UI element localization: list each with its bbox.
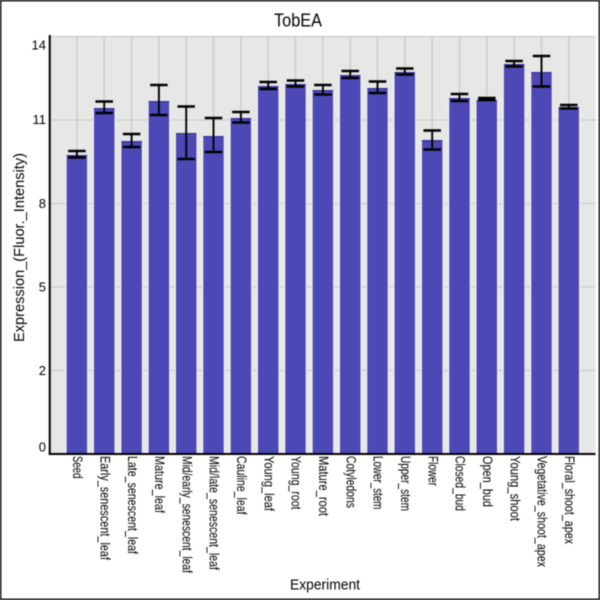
svg-text:Upper_stem: Upper_stem	[398, 456, 414, 511]
svg-text:Flower: Flower	[425, 456, 441, 486]
svg-text:Young_root: Young_root	[289, 456, 305, 510]
svg-text:Mid/late_senescent_leaf: Mid/late_senescent_leaf	[207, 456, 223, 570]
svg-text:Expression_(Fluor._Intensity): Expression_(Fluor._Intensity)	[11, 153, 28, 342]
svg-text:Vegetative_shoot_apex: Vegetative_shoot_apex	[535, 456, 551, 567]
svg-text:Mature_leaf: Mature_leaf	[152, 456, 168, 513]
svg-text:14: 14	[32, 37, 46, 52]
svg-text:Cauline_leaf: Cauline_leaf	[234, 456, 250, 515]
svg-text:Mid/early_senescent_leaf: Mid/early_senescent_leaf	[179, 456, 195, 573]
svg-text:11: 11	[33, 112, 47, 127]
svg-text:Early_senescent_leaf: Early_senescent_leaf	[97, 456, 113, 560]
svg-text:Open_bud: Open_bud	[480, 456, 496, 507]
svg-text:Experiment: Experiment	[290, 577, 361, 594]
svg-text:Young_leaf: Young_leaf	[261, 456, 277, 511]
svg-text:Seed: Seed	[70, 456, 86, 479]
svg-text:8: 8	[39, 196, 46, 211]
svg-text:Lower_stem: Lower_stem	[371, 456, 387, 510]
svg-text:5: 5	[39, 280, 46, 295]
svg-text:Floral_shoot_apex: Floral_shoot_apex	[562, 456, 578, 544]
svg-text:Cotyledons: Cotyledons	[343, 456, 359, 508]
svg-text:TobEA: TobEA	[274, 11, 322, 31]
svg-text:Mature_root: Mature_root	[316, 456, 332, 516]
svg-text:2: 2	[39, 363, 46, 378]
svg-text:0: 0	[39, 440, 46, 455]
svg-text:Late_senescent_leaf: Late_senescent_leaf	[125, 456, 141, 554]
svg-text:Closed_bud: Closed_bud	[453, 456, 469, 511]
svg-text:Young_shoot: Young_shoot	[507, 456, 523, 521]
